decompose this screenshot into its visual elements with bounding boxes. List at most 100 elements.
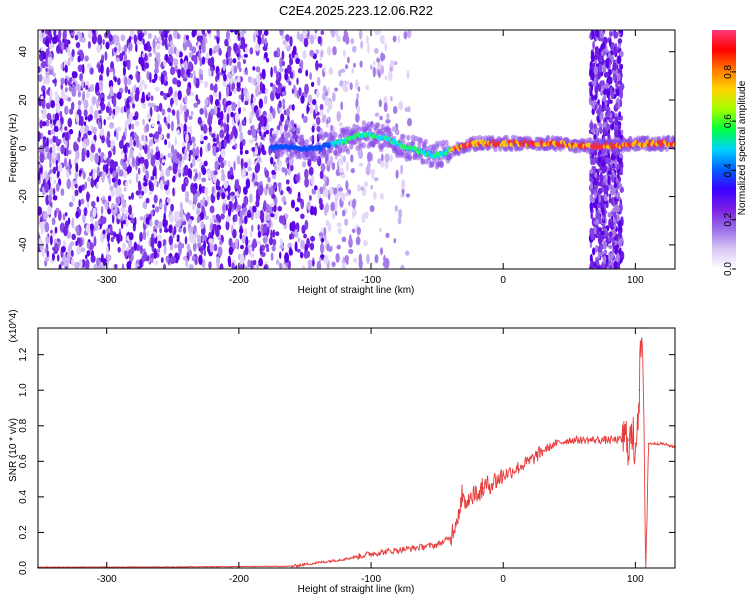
noise-cell xyxy=(229,30,235,33)
noise-cell xyxy=(197,202,201,209)
noise-cell xyxy=(213,45,219,52)
noise-cell xyxy=(363,240,368,247)
noise-cell xyxy=(65,165,71,171)
noise-cell xyxy=(47,129,52,136)
noise-cell xyxy=(120,158,124,166)
noise-cell xyxy=(316,125,321,133)
interference-cell xyxy=(590,195,593,202)
noise-cell xyxy=(397,217,402,225)
noise-cell xyxy=(183,164,189,176)
noise-cell xyxy=(285,34,290,42)
noise-cell xyxy=(52,252,55,261)
noise-cell xyxy=(105,163,109,174)
noise-cell xyxy=(370,184,374,190)
noise-cell xyxy=(366,253,370,265)
noise-cell xyxy=(279,251,282,259)
noise-cell xyxy=(309,242,315,251)
noise-cell xyxy=(301,224,306,234)
noise-cell xyxy=(405,250,410,256)
noise-cell xyxy=(218,47,222,56)
noise-cell xyxy=(262,206,267,211)
noise-cell xyxy=(378,99,382,108)
noise-cell xyxy=(251,124,255,135)
noise-cell xyxy=(120,106,124,114)
interference-cell xyxy=(608,236,614,241)
noise-cell xyxy=(283,201,287,206)
noise-cell xyxy=(48,194,52,202)
noise-cell xyxy=(273,50,278,58)
noise-cell xyxy=(188,218,193,225)
noise-cell xyxy=(196,208,201,216)
noise-cell xyxy=(158,134,164,140)
signal-halo xyxy=(388,131,394,138)
noise-cell xyxy=(392,35,397,43)
noise-cell xyxy=(255,66,261,73)
signal-halo xyxy=(369,121,374,128)
noise-cell xyxy=(260,223,264,234)
noise-cell xyxy=(303,233,307,239)
noise-cell xyxy=(240,158,244,169)
noise-cell xyxy=(104,199,109,210)
noise-cell xyxy=(284,72,289,81)
noise-cell xyxy=(92,207,97,218)
noise-cell xyxy=(319,103,324,111)
noise-cell xyxy=(379,115,383,121)
noise-cell xyxy=(227,255,231,265)
noise-cell xyxy=(175,222,180,228)
noise-cell xyxy=(242,139,246,146)
noise-cell xyxy=(144,158,149,170)
noise-cell xyxy=(137,266,141,269)
noise-cell xyxy=(154,59,159,70)
interference-cell xyxy=(592,247,596,256)
noise-cell xyxy=(134,120,140,127)
noise-cell xyxy=(289,222,293,232)
noise-cell xyxy=(39,145,44,155)
noise-cell xyxy=(315,60,319,71)
noise-cell xyxy=(350,154,354,163)
noise-cell xyxy=(380,247,383,256)
noise-cell xyxy=(272,238,277,246)
noise-cell xyxy=(142,38,145,46)
noise-cell xyxy=(109,34,113,42)
noise-cell xyxy=(145,123,150,133)
noise-cell xyxy=(205,52,209,58)
noise-cell xyxy=(307,201,311,211)
noise-cell xyxy=(250,260,254,269)
noise-cell xyxy=(173,226,177,235)
noise-cell xyxy=(164,139,168,146)
noise-cell xyxy=(102,229,106,235)
noise-cell xyxy=(184,236,188,245)
noise-cell xyxy=(326,46,332,56)
noise-cell xyxy=(159,163,162,172)
noise-cell xyxy=(219,263,224,269)
noise-cell xyxy=(352,45,357,53)
noise-cell xyxy=(44,39,50,46)
noise-cell xyxy=(42,51,47,60)
noise-cell xyxy=(249,193,253,203)
noise-cell xyxy=(174,90,178,98)
noise-cell xyxy=(323,175,327,183)
noise-cell xyxy=(264,95,268,105)
noise-cell xyxy=(379,35,385,43)
noise-cell xyxy=(94,221,99,231)
noise-cell xyxy=(389,66,394,73)
noise-cell xyxy=(287,242,293,249)
noise-cell xyxy=(96,99,99,109)
noise-cell xyxy=(69,77,73,83)
noise-cell xyxy=(395,169,399,179)
noise-cell xyxy=(100,102,106,111)
noise-cell xyxy=(55,135,59,146)
noise-cell xyxy=(300,213,305,219)
noise-cell xyxy=(81,37,86,43)
interference-cell xyxy=(589,67,593,78)
noise-cell xyxy=(67,57,71,67)
noise-cell xyxy=(356,105,361,115)
interference-cell xyxy=(590,83,594,92)
interference-cell xyxy=(592,156,596,166)
noise-cell xyxy=(170,120,175,132)
interference-cell xyxy=(592,188,596,194)
noise-cell xyxy=(323,66,326,73)
noise-cell xyxy=(39,119,43,129)
noise-cell xyxy=(109,185,114,191)
noise-cell xyxy=(198,44,202,51)
